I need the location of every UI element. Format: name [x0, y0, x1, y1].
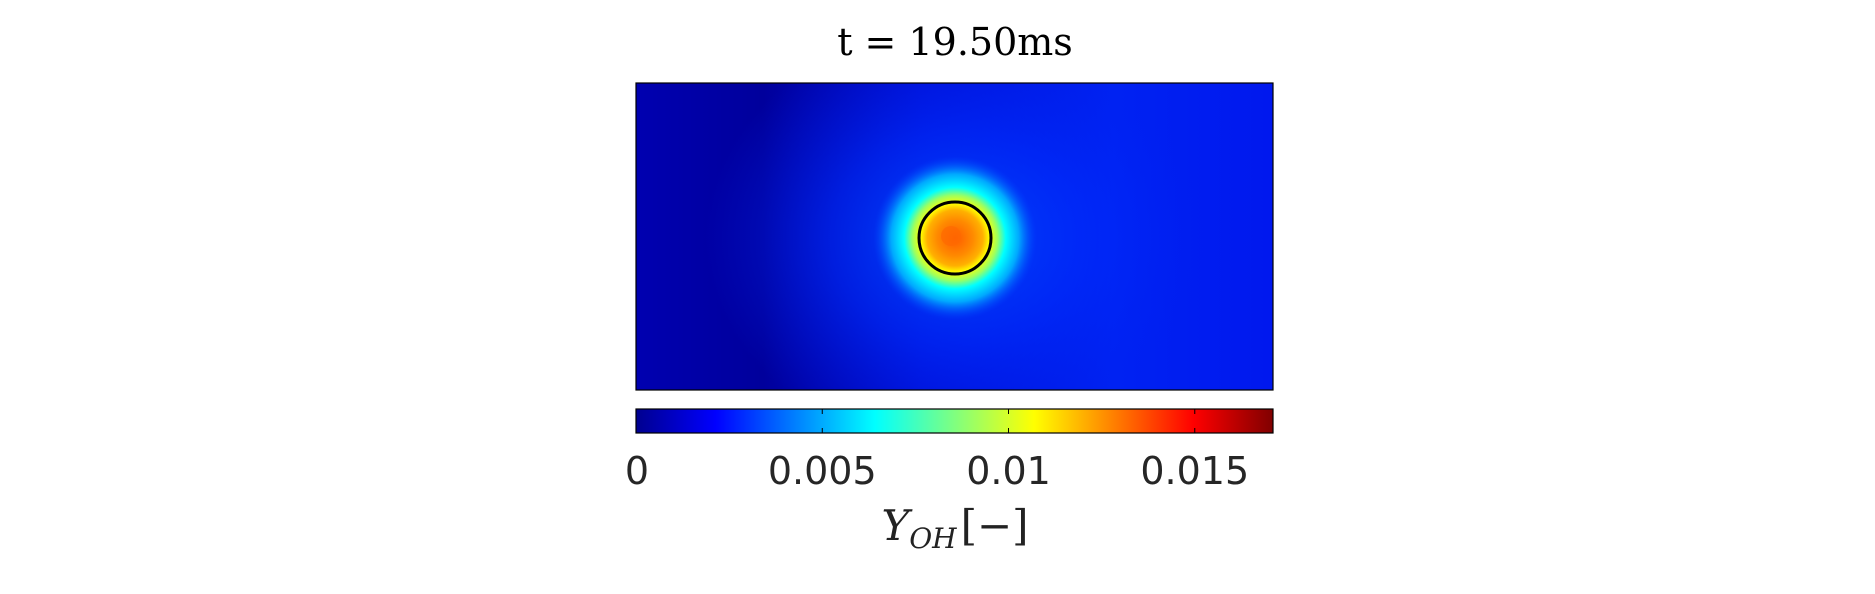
colorbar: 0 0.005 0.01 0.015	[625, 408, 1274, 493]
colorbar-label-sub: OH	[909, 522, 957, 555]
hot-spot-core	[941, 226, 961, 246]
plot-frame	[635, 82, 1274, 391]
colorbar-tick-label: 0.01	[966, 449, 1051, 493]
colorbar-label-main: Y	[881, 501, 913, 550]
colorbar-tick-label: 0.015	[1140, 449, 1249, 493]
colorbar-ticks	[635, 409, 1196, 433]
contour-line	[917, 200, 993, 276]
colorbar-gradient	[635, 408, 1274, 434]
colorbar-tick-label: 0.005	[768, 449, 877, 493]
chart-title: t = 19.50ms	[837, 20, 1073, 64]
heatmap-field	[636, 83, 1273, 390]
colorbar-label: YOH[−]	[881, 501, 1028, 555]
colorbar-tick-labels: 0 0.005 0.01 0.015	[625, 449, 1249, 493]
colorbar-tick-label: 0	[625, 449, 649, 493]
colorbar-label-unit: [−]	[961, 501, 1029, 550]
